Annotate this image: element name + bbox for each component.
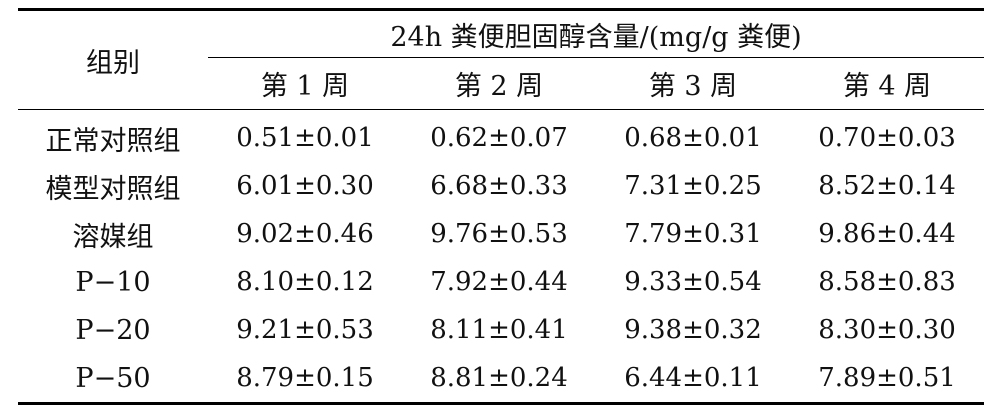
cell-value: 8.10±0.12: [236, 267, 374, 297]
cell-value: 8.11±0.41: [430, 315, 568, 345]
cell-value: 7.89±0.51: [818, 363, 956, 393]
cell-value: 7.92±0.44: [430, 267, 568, 297]
row-group-label: 正常对照组: [45, 125, 181, 157]
cell-value: 7.79±0.31: [624, 219, 762, 249]
cell-value: 9.21±0.53: [236, 315, 374, 345]
cell-value: 7.31±0.25: [624, 171, 762, 201]
cell-value: 9.33±0.54: [624, 267, 762, 297]
table-row: P−10 8.10±0.12 7.92±0.44 9.33±0.54 8.58±…: [18, 258, 984, 306]
group-column-header: 组别: [86, 47, 140, 79]
table-row: 正常对照组 0.51±0.01 0.62±0.07 0.68±0.01 0.70…: [18, 110, 984, 163]
table-row: P−20 9.21±0.53 8.11±0.41 9.38±0.32 8.30±…: [18, 306, 984, 354]
cell-value: 0.62±0.07: [430, 123, 568, 153]
cell-value: 8.52±0.14: [818, 171, 956, 201]
table-header: 组别 24h 粪便胆固醇含量/(mg/g 粪便) 第 1 周 第 2 周 第 3…: [18, 9, 985, 110]
week-1-header: 第 1 周: [260, 71, 350, 103]
table-body: 正常对照组 0.51±0.01 0.62±0.07 0.68±0.01 0.70…: [18, 110, 985, 404]
row-group-label: P−10: [75, 266, 151, 298]
cell-value: 8.79±0.15: [236, 363, 374, 393]
cell-value: 9.86±0.44: [818, 219, 956, 249]
cell-value: 0.70±0.03: [818, 123, 956, 153]
week-3-header: 第 3 周: [648, 71, 738, 103]
cell-value: 9.38±0.32: [624, 315, 762, 345]
cell-value: 6.01±0.30: [236, 171, 374, 201]
cell-value: 0.68±0.01: [624, 123, 762, 153]
row-group-label: P−50: [75, 362, 151, 394]
row-group-label: 溶媒组: [72, 221, 154, 253]
cell-value: 6.44±0.11: [624, 363, 762, 393]
cell-value: 9.76±0.53: [430, 219, 568, 249]
cell-value: 8.58±0.83: [818, 267, 956, 297]
data-table: 组别 24h 粪便胆固醇含量/(mg/g 粪便) 第 1 周 第 2 周 第 3…: [18, 8, 985, 405]
week-2-header: 第 2 周: [454, 71, 544, 103]
header-row-top: 组别 24h 粪便胆固醇含量/(mg/g 粪便): [18, 9, 985, 79]
row-group-label: 模型对照组: [45, 173, 181, 205]
cell-value: 6.68±0.33: [430, 171, 568, 201]
cell-value: 8.30±0.30: [818, 315, 956, 345]
measurement-header: 24h 粪便胆固醇含量/(mg/g 粪便): [208, 9, 985, 59]
row-group-label: P−20: [75, 314, 151, 346]
header-row-weeks: 第 1 周 第 2 周 第 3 周 第 4 周: [18, 58, 985, 110]
cell-value: 8.81±0.24: [430, 363, 568, 393]
table-row: P−50 8.79±0.15 8.81±0.24 6.44±0.11 7.89±…: [18, 354, 985, 404]
table-row: 溶媒组 9.02±0.46 9.76±0.53 7.79±0.31 9.86±0…: [18, 210, 984, 258]
cell-value: 9.02±0.46: [236, 219, 374, 249]
cell-value: 0.51±0.01: [236, 123, 374, 153]
week-4-header: 第 4 周: [842, 71, 932, 103]
table-row: 模型对照组 6.01±0.30 6.68±0.33 7.31±0.25 8.52…: [18, 162, 984, 210]
